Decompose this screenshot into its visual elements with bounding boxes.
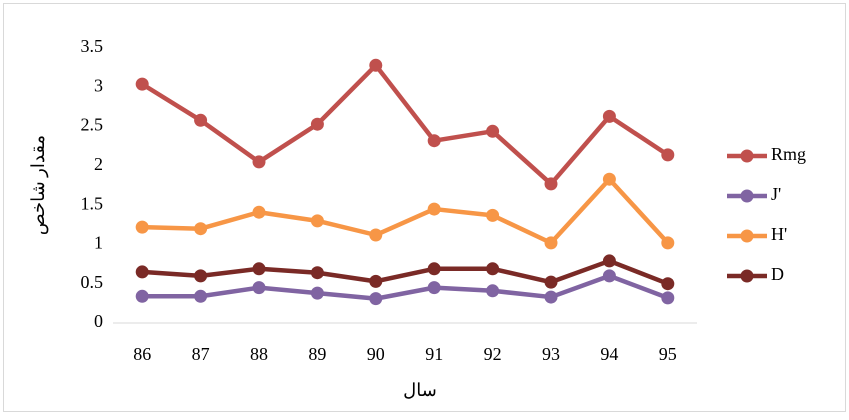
data-point (194, 113, 208, 127)
legend-label: Rmg (771, 144, 806, 164)
data-point (544, 236, 558, 250)
data-point (486, 208, 500, 222)
data-point (661, 148, 675, 162)
legend-label: H' (771, 224, 787, 244)
data-point (310, 214, 324, 228)
series-line (142, 176, 670, 246)
legend-marker (740, 189, 754, 203)
y-tick-label: 3.5 (81, 36, 104, 56)
data-point (135, 289, 149, 303)
x-tick-label: 89 (308, 344, 326, 364)
x-tick-label: 92 (484, 344, 502, 364)
data-point (369, 58, 383, 72)
data-point (369, 228, 383, 242)
series-line (141, 63, 670, 187)
data-point (427, 134, 441, 148)
data-point (602, 172, 616, 186)
x-tick-label: 91 (425, 344, 443, 364)
y-tick-label: 2 (94, 154, 103, 174)
data-point (310, 117, 324, 131)
y-tick-label: 0 (94, 311, 103, 331)
data-point (602, 109, 616, 123)
data-point (369, 292, 383, 306)
series-line (142, 258, 669, 286)
data-point (194, 269, 208, 283)
x-tick-label: 95 (659, 344, 677, 364)
data-point (661, 236, 675, 250)
data-point (486, 124, 500, 138)
series-line (142, 273, 669, 301)
x-tick-label: 90 (367, 344, 385, 364)
legend-marker (740, 149, 754, 163)
data-point (369, 274, 383, 288)
chart-frame (3, 3, 846, 412)
x-tick-label: 88 (250, 344, 268, 364)
y-tick-label: 1 (94, 233, 103, 253)
data-point (602, 254, 616, 268)
x-tick-label: 87 (192, 344, 210, 364)
y-tick-label: 3 (94, 75, 103, 95)
data-point (544, 275, 558, 289)
data-point (135, 265, 149, 279)
x-tick-label: 94 (600, 344, 618, 364)
x-tick-label: 93 (542, 344, 560, 364)
data-point (427, 262, 441, 276)
data-point (135, 77, 149, 91)
data-point (427, 281, 441, 295)
data-point (252, 281, 266, 295)
y-tick-label: 0.5 (81, 272, 104, 292)
legend-label: J' (771, 184, 781, 204)
legend-label: D (771, 264, 784, 284)
y-tick-label: 1.5 (81, 193, 104, 213)
data-point (427, 202, 441, 216)
y-tick-label: 2.5 (81, 115, 104, 135)
data-point (661, 277, 675, 291)
data-point (194, 289, 208, 303)
data-point (661, 291, 675, 305)
data-point (544, 177, 558, 191)
x-axis-title: سال (403, 380, 437, 400)
data-point (310, 286, 324, 300)
data-point (194, 222, 208, 236)
data-point (486, 262, 500, 276)
legend-marker (740, 229, 754, 243)
data-point (135, 220, 149, 234)
x-tick-label: 86 (133, 344, 151, 364)
y-axis-title: مقدار شاخص (28, 135, 49, 235)
legend-marker (740, 269, 754, 283)
data-point (544, 290, 558, 304)
data-point (486, 284, 500, 298)
data-point (310, 266, 324, 280)
data-point (252, 262, 266, 276)
data-point (252, 205, 266, 219)
data-point (252, 155, 266, 169)
data-point (602, 269, 616, 283)
